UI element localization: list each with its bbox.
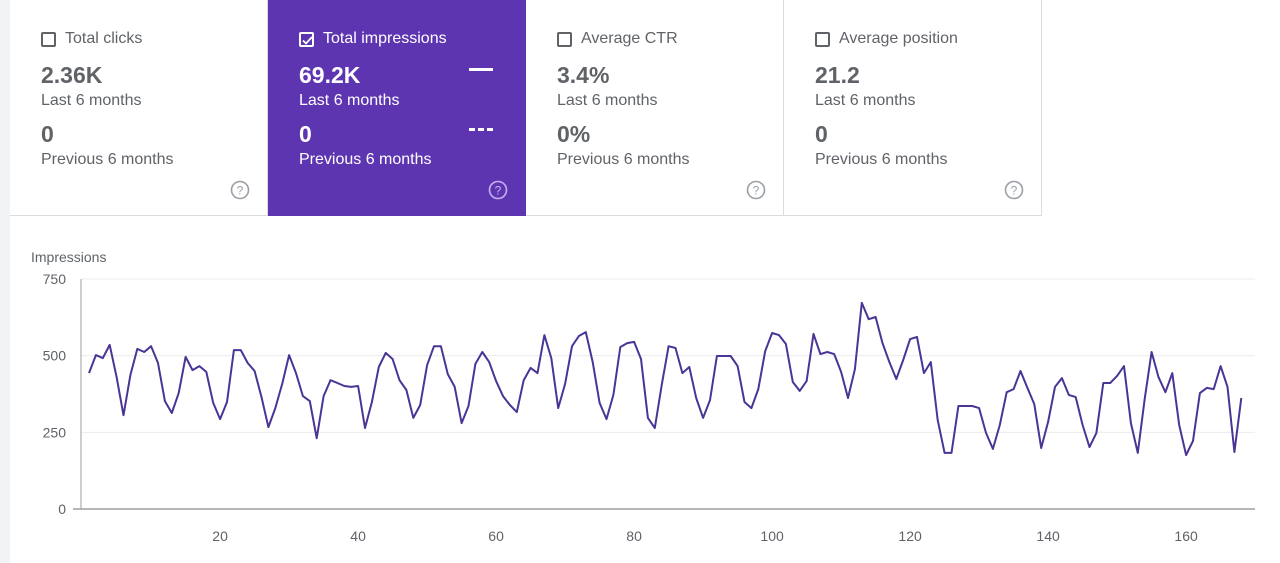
metric-cards: Total clicks 2.36K Last 6 months 0 Previ… <box>10 0 1042 216</box>
grid-lines <box>81 278 1255 433</box>
card-label: Total impressions <box>323 30 447 47</box>
x-tick-label: 120 <box>898 528 922 544</box>
svg-text:?: ? <box>495 184 502 198</box>
help-icon[interactable]: ? <box>1004 180 1024 205</box>
y-tick-label: 500 <box>43 348 67 364</box>
impressions-chart[interactable]: Impressions 0 250 500 750 20 40 60 80 100 120 140… <box>0 240 1280 563</box>
card-total-clicks[interactable]: Total clicks 2.36K Last 6 months 0 Previ… <box>10 0 268 216</box>
previous-value: 0% <box>557 121 591 147</box>
card-header: Total impressions <box>299 30 447 48</box>
y-axis-title: Impressions <box>31 249 106 265</box>
card-header: Average CTR <box>557 30 678 48</box>
checkmark-icon <box>302 35 313 45</box>
x-tick-label: 140 <box>1036 528 1060 544</box>
metric-value: 21.2 <box>815 62 860 88</box>
y-tick-label: 250 <box>43 424 67 440</box>
metric-value: 69.2K <box>299 62 361 88</box>
metric-period: Last 6 months <box>299 92 400 109</box>
dashed-line-legend-icon <box>469 128 493 131</box>
svg-text:?: ? <box>753 184 760 198</box>
card-average-ctr[interactable]: Average CTR 3.4% Last 6 months 0% Previo… <box>526 0 784 216</box>
series-line-impressions <box>88 301 1243 456</box>
x-tick-label: 160 <box>1174 528 1198 544</box>
x-tick-label: 100 <box>760 528 784 544</box>
checkbox-average-position[interactable] <box>815 31 830 47</box>
previous-value: 0 <box>299 121 312 147</box>
previous-period: Previous 6 months <box>41 151 174 168</box>
help-icon[interactable]: ? <box>746 180 766 205</box>
help-icon[interactable]: ? <box>230 180 250 205</box>
previous-period: Previous 6 months <box>815 151 948 168</box>
metric-period: Last 6 months <box>557 92 658 109</box>
previous-period: Previous 6 months <box>557 151 690 168</box>
card-average-position[interactable]: Average position 21.2 Last 6 months 0 Pr… <box>784 0 1042 216</box>
x-tick-label: 60 <box>488 528 504 544</box>
y-tick-label: 0 <box>58 501 66 517</box>
y-tick-labels: 0 250 500 750 <box>43 271 67 517</box>
card-header: Average position <box>815 30 958 48</box>
svg-text:?: ? <box>1011 184 1018 198</box>
svg-text:?: ? <box>237 184 244 198</box>
help-icon[interactable]: ? <box>488 180 508 205</box>
checkbox-total-impressions[interactable] <box>299 31 314 47</box>
card-label: Average CTR <box>581 30 678 47</box>
x-tick-labels: 20 40 60 80 100 120 140 160 <box>212 528 1198 544</box>
metric-value: 2.36K <box>41 62 103 88</box>
metric-period: Last 6 months <box>41 92 142 109</box>
previous-value: 0 <box>815 121 828 147</box>
card-header: Total clicks <box>41 30 142 48</box>
x-tick-label: 20 <box>212 528 228 544</box>
card-total-impressions[interactable]: Total impressions 69.2K Last 6 months 0 … <box>268 0 526 216</box>
x-tick-label: 80 <box>626 528 642 544</box>
card-label: Average position <box>839 30 958 47</box>
previous-period: Previous 6 months <box>299 151 432 168</box>
y-tick-label: 750 <box>43 271 67 287</box>
card-label: Total clicks <box>65 30 143 47</box>
metric-value: 3.4% <box>557 62 610 88</box>
checkbox-total-clicks[interactable] <box>41 31 56 47</box>
x-tick-label: 40 <box>350 528 366 544</box>
previous-value: 0 <box>41 121 54 147</box>
checkbox-average-ctr[interactable] <box>557 31 572 47</box>
metric-period: Last 6 months <box>815 92 916 109</box>
solid-line-legend-icon <box>469 68 493 71</box>
